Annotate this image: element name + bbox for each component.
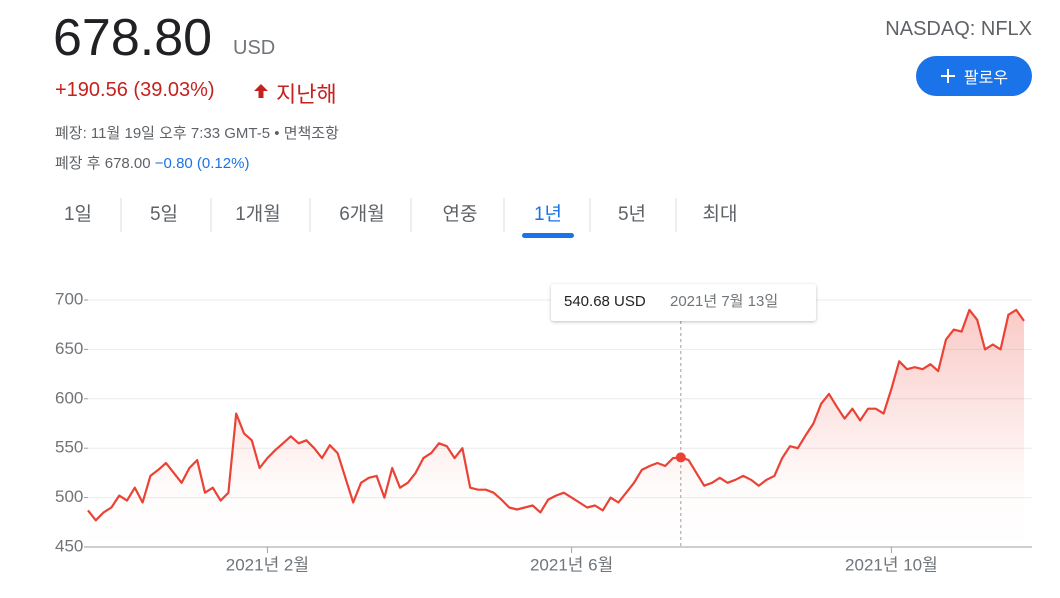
range-tab[interactable]: 5일 [150, 203, 178, 225]
ticker: NASDAQ: NFLX [885, 18, 1032, 40]
market-status: 폐장: 11월 19일 오후 7:33 GMT-5 • 면책조항 [55, 122, 339, 143]
range-tab[interactable]: 최대 [703, 203, 738, 225]
follow-button[interactable]: 팔로우 [916, 56, 1032, 96]
after-hours: 폐장 후 678.00 −0.80 (0.12%) [55, 152, 249, 173]
range-tab[interactable]: 1일 [64, 203, 92, 225]
hover-point [675, 452, 686, 463]
after-hours-change: −0.80 (0.12%) [154, 155, 250, 172]
y-tick-label: 450 [55, 536, 83, 555]
range-tab[interactable]: 6개월 [339, 203, 385, 225]
price-change: +190.56 (39.03%) [55, 79, 215, 101]
y-tick-label: 600 [55, 388, 83, 407]
y-tick-label: 550 [55, 438, 83, 457]
x-tick-label: 2021년 10월 [845, 555, 938, 574]
disclaimer-link[interactable]: 면책조항 [283, 125, 339, 142]
y-tick-label: 500 [55, 487, 83, 506]
price: 678.80 [53, 9, 213, 67]
range-tab[interactable]: 5년 [618, 203, 646, 225]
up-arrow-icon [254, 84, 268, 98]
range-tab[interactable]: 연중 [443, 203, 478, 225]
price-line [87, 308, 1025, 522]
currency: USD [233, 37, 276, 59]
range-tab[interactable]: 1개월 [235, 203, 281, 225]
tab-indicator [522, 233, 574, 238]
tooltip-box [551, 284, 816, 321]
range-tab[interactable]: 1년 [534, 203, 562, 225]
status-text: 폐장: 11월 19일 오후 7:33 GMT-5 • [55, 125, 280, 142]
follow-label: 팔로우 [963, 70, 1009, 87]
tooltip-value: 540.68 USD [564, 293, 646, 310]
y-tick-label: 650 [55, 339, 83, 358]
after-hours-price: 폐장 후 678.00 [55, 155, 151, 172]
period: 지난해 [276, 82, 337, 107]
price-area [88, 309, 1024, 547]
x-tick-label: 2021년 6월 [530, 555, 613, 574]
x-tick-label: 2021년 2월 [226, 555, 309, 574]
tooltip-date: 2021년 7월 13일 [670, 293, 778, 310]
y-tick-label: 700 [55, 289, 83, 308]
tooltip: 540.68 USD 2021년 7월 13일 [551, 284, 816, 321]
plus-icon [940, 69, 955, 83]
